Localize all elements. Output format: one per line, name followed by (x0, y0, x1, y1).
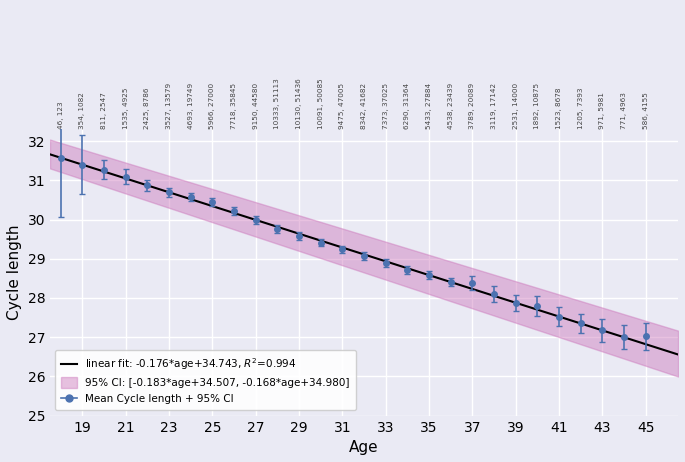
Text: 10333, 51113: 10333, 51113 (275, 79, 280, 129)
Text: 771, 4963: 771, 4963 (621, 92, 627, 129)
Text: 9150, 44580: 9150, 44580 (253, 83, 259, 129)
Text: 3119, 17142: 3119, 17142 (491, 83, 497, 129)
Text: 10130, 51436: 10130, 51436 (296, 79, 302, 129)
Text: 46, 123: 46, 123 (58, 102, 64, 129)
Text: 2531, 14000: 2531, 14000 (512, 83, 519, 129)
Text: 7718, 35845: 7718, 35845 (231, 83, 237, 129)
Text: 1535, 4925: 1535, 4925 (123, 88, 129, 129)
Text: 811, 2547: 811, 2547 (101, 92, 107, 129)
X-axis label: Age: Age (349, 440, 379, 455)
Text: 8342, 41682: 8342, 41682 (361, 83, 367, 129)
Text: 586, 4155: 586, 4155 (643, 92, 649, 129)
Text: 1205, 7393: 1205, 7393 (577, 88, 584, 129)
Text: 7373, 37025: 7373, 37025 (383, 83, 388, 129)
Text: 4693, 19749: 4693, 19749 (188, 83, 194, 129)
Text: 1523, 8678: 1523, 8678 (556, 88, 562, 129)
Text: 971, 5981: 971, 5981 (599, 92, 606, 129)
Text: 6290, 31364: 6290, 31364 (404, 83, 410, 129)
Text: 2425, 8786: 2425, 8786 (145, 88, 151, 129)
Text: 9475, 47005: 9475, 47005 (339, 83, 345, 129)
Text: 354, 1082: 354, 1082 (79, 92, 86, 129)
Text: 5433, 27884: 5433, 27884 (426, 83, 432, 129)
Text: 4538, 23439: 4538, 23439 (448, 83, 453, 129)
Text: 10091, 50085: 10091, 50085 (318, 79, 324, 129)
Legend: linear fit: -0.176*age+34.743, $R^2$=0.994, 95% CI: [-0.183*age+34.507, -0.168*a: linear fit: -0.176*age+34.743, $R^2$=0.9… (55, 350, 356, 410)
Text: 5966, 27000: 5966, 27000 (210, 83, 215, 129)
Text: 3527, 13579: 3527, 13579 (166, 83, 172, 129)
Y-axis label: Cycle length: Cycle length (7, 225, 22, 320)
Text: 3789, 20089: 3789, 20089 (469, 83, 475, 129)
Text: 1892, 10875: 1892, 10875 (534, 83, 540, 129)
